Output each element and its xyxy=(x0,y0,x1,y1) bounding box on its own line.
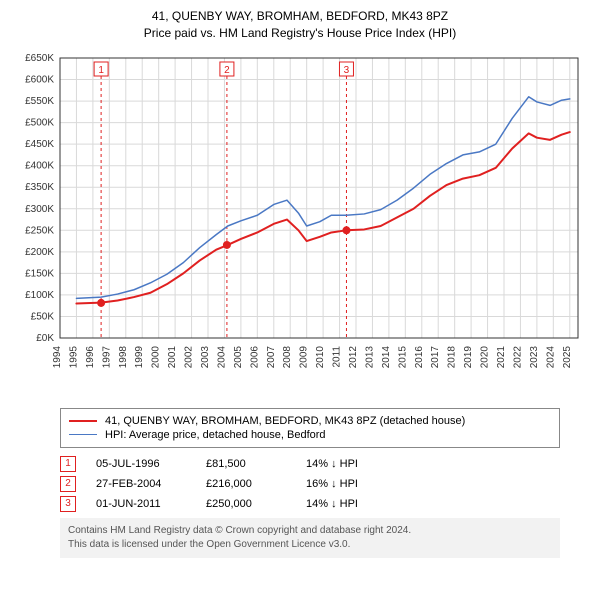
attribution: Contains HM Land Registry data © Crown c… xyxy=(60,518,560,558)
legend-label: HPI: Average price, detached house, Bedf… xyxy=(105,429,326,441)
svg-text:£100K: £100K xyxy=(25,290,54,301)
legend-row: 41, QUENBY WAY, BROMHAM, BEDFORD, MK43 8… xyxy=(69,415,551,427)
chart: £0K £50K £100K £150K £200K £250K £300K £350K £40… xyxy=(10,48,590,398)
svg-text:1995: 1995 xyxy=(68,345,79,368)
svg-text:£450K: £450K xyxy=(25,139,54,150)
svg-text:3: 3 xyxy=(344,65,350,76)
svg-text:1997: 1997 xyxy=(101,345,112,368)
svg-text:£300K: £300K xyxy=(25,203,54,214)
svg-text:2025: 2025 xyxy=(562,345,573,368)
event-date: 01-JUN-2011 xyxy=(96,498,186,510)
title-block: 41, QUENBY WAY, BROMHAM, BEDFORD, MK43 8… xyxy=(10,8,590,42)
event-marker: 3 xyxy=(60,496,76,512)
attribution-line2: This data is licensed under the Open Gov… xyxy=(68,538,552,552)
svg-text:2022: 2022 xyxy=(512,345,523,368)
title-subtitle: Price paid vs. HM Land Registry's House … xyxy=(10,25,590,42)
event-row: 2 27-FEB-2004 £216,000 16% ↓ HPI xyxy=(60,476,560,492)
svg-text:2005: 2005 xyxy=(233,345,244,368)
event-price: £216,000 xyxy=(206,478,286,490)
svg-text:2007: 2007 xyxy=(266,345,277,368)
svg-text:2011: 2011 xyxy=(332,345,343,367)
svg-text:£650K: £650K xyxy=(25,53,54,64)
svg-text:2024: 2024 xyxy=(545,345,556,368)
event-marker: 2 xyxy=(60,476,76,492)
svg-text:£0K: £0K xyxy=(36,333,54,344)
event-date: 27-FEB-2004 xyxy=(96,478,186,490)
svg-text:2016: 2016 xyxy=(414,345,425,368)
svg-text:£350K: £350K xyxy=(25,182,54,193)
event-row: 3 01-JUN-2011 £250,000 14% ↓ HPI xyxy=(60,496,560,512)
svg-text:2020: 2020 xyxy=(480,345,491,368)
svg-text:2006: 2006 xyxy=(249,345,260,368)
svg-text:2021: 2021 xyxy=(496,345,507,368)
page-container: 41, QUENBY WAY, BROMHAM, BEDFORD, MK43 8… xyxy=(0,0,600,568)
svg-text:2001: 2001 xyxy=(167,345,178,368)
svg-text:£550K: £550K xyxy=(25,96,54,107)
event-marker: 1 xyxy=(60,456,76,472)
svg-text:2013: 2013 xyxy=(364,345,375,368)
svg-text:2008: 2008 xyxy=(282,345,293,368)
chart-svg: £0K £50K £100K £150K £200K £250K £300K £350K £40… xyxy=(10,48,590,398)
svg-text:2000: 2000 xyxy=(151,345,162,368)
events-table: 1 05-JUL-1996 £81,500 14% ↓ HPI 2 27-FEB-2004… xyxy=(60,456,560,512)
svg-text:2009: 2009 xyxy=(299,345,310,368)
svg-text:£50K: £50K xyxy=(31,311,55,322)
legend-label: 41, QUENBY WAY, BROMHAM, BEDFORD, MK43 8… xyxy=(105,415,465,427)
svg-text:2004: 2004 xyxy=(216,345,227,368)
svg-text:£250K: £250K xyxy=(25,225,54,236)
svg-text:2: 2 xyxy=(224,65,230,76)
event-hpi: 16% ↓ HPI xyxy=(306,478,386,490)
svg-text:1994: 1994 xyxy=(52,345,63,368)
svg-text:£500K: £500K xyxy=(25,117,54,128)
event-price: £250,000 xyxy=(206,498,286,510)
legend-row: HPI: Average price, detached house, Bedf… xyxy=(69,429,551,441)
legend: 41, QUENBY WAY, BROMHAM, BEDFORD, MK43 8… xyxy=(60,408,560,448)
svg-text:£400K: £400K xyxy=(25,160,54,171)
svg-text:£150K: £150K xyxy=(25,268,54,279)
title-address: 41, QUENBY WAY, BROMHAM, BEDFORD, MK43 8… xyxy=(10,8,590,25)
svg-text:1998: 1998 xyxy=(118,345,129,368)
svg-text:2015: 2015 xyxy=(397,345,408,368)
svg-text:£200K: £200K xyxy=(25,246,54,257)
svg-text:2002: 2002 xyxy=(184,345,195,368)
svg-text:2012: 2012 xyxy=(348,345,359,368)
svg-text:1996: 1996 xyxy=(85,345,96,368)
svg-text:2003: 2003 xyxy=(200,345,211,368)
event-row: 1 05-JUL-1996 £81,500 14% ↓ HPI xyxy=(60,456,560,472)
svg-text:£600K: £600K xyxy=(25,74,54,85)
svg-text:2014: 2014 xyxy=(381,345,392,368)
svg-text:2018: 2018 xyxy=(447,345,458,368)
svg-text:2019: 2019 xyxy=(463,345,474,368)
legend-swatch xyxy=(69,420,97,422)
svg-text:1999: 1999 xyxy=(134,345,145,368)
svg-text:2023: 2023 xyxy=(529,345,540,368)
legend-swatch xyxy=(69,434,97,435)
svg-text:1: 1 xyxy=(98,65,104,76)
event-date: 05-JUL-1996 xyxy=(96,458,186,470)
event-hpi: 14% ↓ HPI xyxy=(306,498,386,510)
svg-text:2010: 2010 xyxy=(315,345,326,368)
attribution-line1: Contains HM Land Registry data © Crown c… xyxy=(68,524,552,538)
svg-text:2017: 2017 xyxy=(430,345,441,368)
event-hpi: 14% ↓ HPI xyxy=(306,458,386,470)
event-price: £81,500 xyxy=(206,458,286,470)
